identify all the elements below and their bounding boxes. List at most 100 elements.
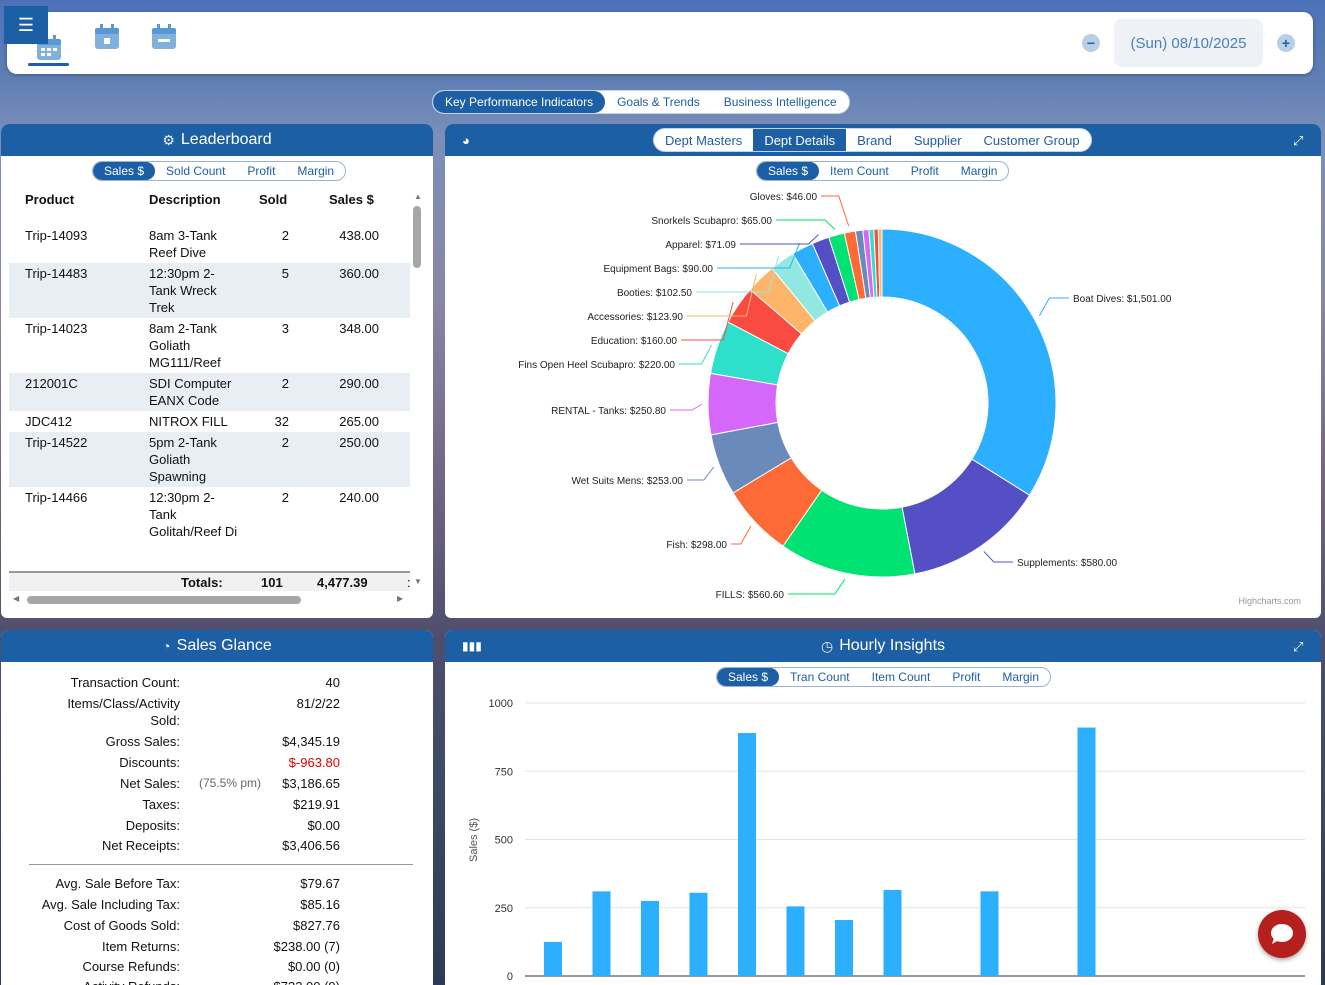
hourly-tab-tran-count[interactable]: Tran Count [790, 670, 850, 684]
tab-goals-trends[interactable]: Goals & Trends [617, 95, 700, 109]
y-tick-label: 750 [495, 766, 513, 778]
expand-icon[interactable]: ⤢ [1293, 133, 1304, 148]
tab-dept-details[interactable]: Dept Details [753, 129, 847, 151]
chat-icon [1271, 924, 1293, 944]
hourly-bar[interactable] [786, 906, 805, 976]
table-row[interactable]: JDC412 NITROX FILL 32 265.00 [9, 411, 410, 432]
leaderboard-horizontal-scrollbar[interactable]: ◀ ▶ [13, 594, 404, 604]
donut-data-label: Wet Suits Mens: $253.00 [571, 476, 683, 487]
glance-value: $79.67 [300, 876, 340, 891]
tab-dept-masters[interactable]: Dept Masters [665, 132, 743, 148]
col-description[interactable]: Description [149, 192, 221, 207]
tab-customer-group[interactable]: Customer Group [983, 132, 1080, 148]
col-product[interactable]: Product [25, 192, 75, 207]
glance-value: $3,406.56 [282, 838, 340, 853]
tab-business-intelligence[interactable]: Business Intelligence [723, 95, 837, 109]
dept-tab-sales[interactable]: Sales $ [757, 162, 820, 180]
table-row[interactable]: 212001C SDI Computer EANX Code 2 290.00 [9, 373, 410, 411]
donut-slice[interactable] [877, 228, 883, 298]
glance-value: $238.00 (7) [273, 939, 341, 954]
chat-button[interactable] [1258, 910, 1306, 958]
donut-connector [687, 466, 715, 481]
col-sold[interactable]: Sold [259, 192, 288, 207]
cell-sold: 2 [281, 435, 289, 450]
sales-glance-title: Sales Glance [176, 637, 272, 654]
table-row[interactable]: Trip-14093 8am 3-Tank Reef Dive 2 438.00 [9, 225, 410, 263]
leaderboard-vertical-scrollbar[interactable]: ▲ ▼ [413, 192, 422, 586]
calendar-month-icon[interactable] [150, 23, 178, 51]
totals-sales: 4,477.39 [317, 575, 368, 590]
y-axis-label: Sales ($) [468, 818, 480, 862]
cell-sold: 3 [281, 321, 289, 336]
table-row[interactable]: Trip-14483 12:30pm 2-Tank Wreck Trek 5 360.… [9, 263, 410, 318]
tab-brand[interactable]: Brand [857, 132, 892, 148]
active-view-indicator [28, 63, 69, 66]
calendar-week-icon[interactable] [93, 23, 121, 51]
hourly-bar[interactable] [689, 892, 708, 976]
clock-icon: ◷ [820, 637, 834, 654]
glance-value: $827.76 [293, 918, 340, 933]
next-day-button[interactable]: + [1277, 34, 1295, 52]
hourly-bar[interactable] [641, 900, 659, 976]
expand-icon[interactable]: ⤢ [1293, 639, 1304, 654]
lb-tab-profit[interactable]: Profit [247, 164, 276, 178]
hourly-bar[interactable] [835, 920, 853, 976]
dept-tab-profit[interactable]: Profit [910, 164, 939, 178]
hourly-insights-panel: ▮▮▮ ◷ Hourly Insights ⤢ Sales $ Tran Cou… [445, 630, 1321, 985]
hourly-tab-profit[interactable]: Profit [952, 670, 981, 684]
lb-tab-sales[interactable]: Sales $ [93, 162, 156, 180]
hourly-bar-chart: 0 250 500 750 1000 Sales ($) [468, 698, 1305, 983]
hourly-tab-margin[interactable]: Margin [1002, 670, 1040, 684]
donut-connector [717, 242, 801, 269]
dept-tab-margin[interactable]: Margin [960, 164, 998, 178]
hourly-tab-sales[interactable]: Sales $ [717, 668, 780, 686]
donut-connector [687, 273, 757, 317]
donut-data-label: Accessories: $123.90 [587, 312, 683, 323]
hourly-bar[interactable] [883, 890, 902, 976]
previous-day-button[interactable]: − [1082, 34, 1100, 52]
main-tabs: Key Performance Indicators Goals & Trend… [432, 90, 850, 114]
hourly-bar[interactable] [738, 733, 756, 976]
cell-sales: 360.00 [339, 266, 379, 281]
glance-value: $4,345.19 [282, 734, 340, 749]
hourly-bar[interactable] [544, 941, 562, 976]
glance-label: Gross Sales: [105, 734, 180, 749]
hourly-bar[interactable] [1077, 727, 1096, 976]
leaderboard-totals: Totals: 101 4,477.39 : [9, 571, 411, 591]
lb-tab-margin[interactable]: Margin [297, 164, 335, 178]
menu-icon[interactable]: ☰ [4, 6, 48, 44]
cell-sales: 265.00 [339, 414, 379, 429]
hourly-bar[interactable] [980, 891, 999, 976]
pie-chart-icon: ◕ [462, 133, 470, 148]
donut-data-label: FILLS: $560.60 [716, 590, 785, 601]
cell-description: SDI Computer EANX Code [149, 376, 232, 408]
dept-tab-item-count[interactable]: Item Count [830, 164, 889, 178]
tab-kpi[interactable]: Key Performance Indicators [433, 91, 606, 113]
tab-supplier[interactable]: Supplier [913, 132, 962, 148]
lb-tab-sold-count[interactable]: Sold Count [166, 164, 226, 178]
glance-value: 81/2/22 [296, 696, 340, 711]
donut-data-label: Equipment Bags: $90.00 [603, 264, 713, 275]
hourly-tab-item-count[interactable]: Item Count [871, 670, 931, 684]
glance-value: $3,186.65 [282, 776, 340, 791]
totals-sold: 101 [261, 575, 283, 590]
table-row[interactable]: Trip-14023 8am 2-Tank Goliath MG111/Reef 3… [9, 318, 410, 373]
col-sales[interactable]: Sales $ [329, 192, 374, 207]
y-tick-label: 1000 [489, 698, 513, 710]
cell-product: Trip-14466 [25, 490, 88, 505]
table-row[interactable]: Trip-14522 5pm 2-Tank Goliath Spawning 2 25… [9, 432, 410, 487]
date-display[interactable]: (Sun) 08/10/2025 [1114, 19, 1263, 67]
glance-note: (75.5% pm) [199, 776, 262, 790]
glance-label: Course Refunds: [82, 959, 180, 974]
chart-credit[interactable]: Highcharts.com [1238, 596, 1301, 606]
donut-connector [821, 195, 850, 227]
table-row[interactable]: Trip-14466 12:30pm 2-Tank Golitah/Reef Di… [9, 487, 410, 542]
cell-description: NITROX FILL [149, 414, 228, 429]
dept-tabs: Dept Masters Dept Details Brand Supplier… [653, 128, 1092, 152]
glance-value: $0.00 [307, 818, 340, 833]
donut-data-label: Education: $160.00 [591, 336, 678, 347]
hourly-bar[interactable] [592, 891, 611, 976]
cell-product: Trip-14023 [25, 321, 88, 336]
glance-label: Taxes: [142, 797, 180, 812]
donut-slice[interactable] [881, 228, 1057, 496]
